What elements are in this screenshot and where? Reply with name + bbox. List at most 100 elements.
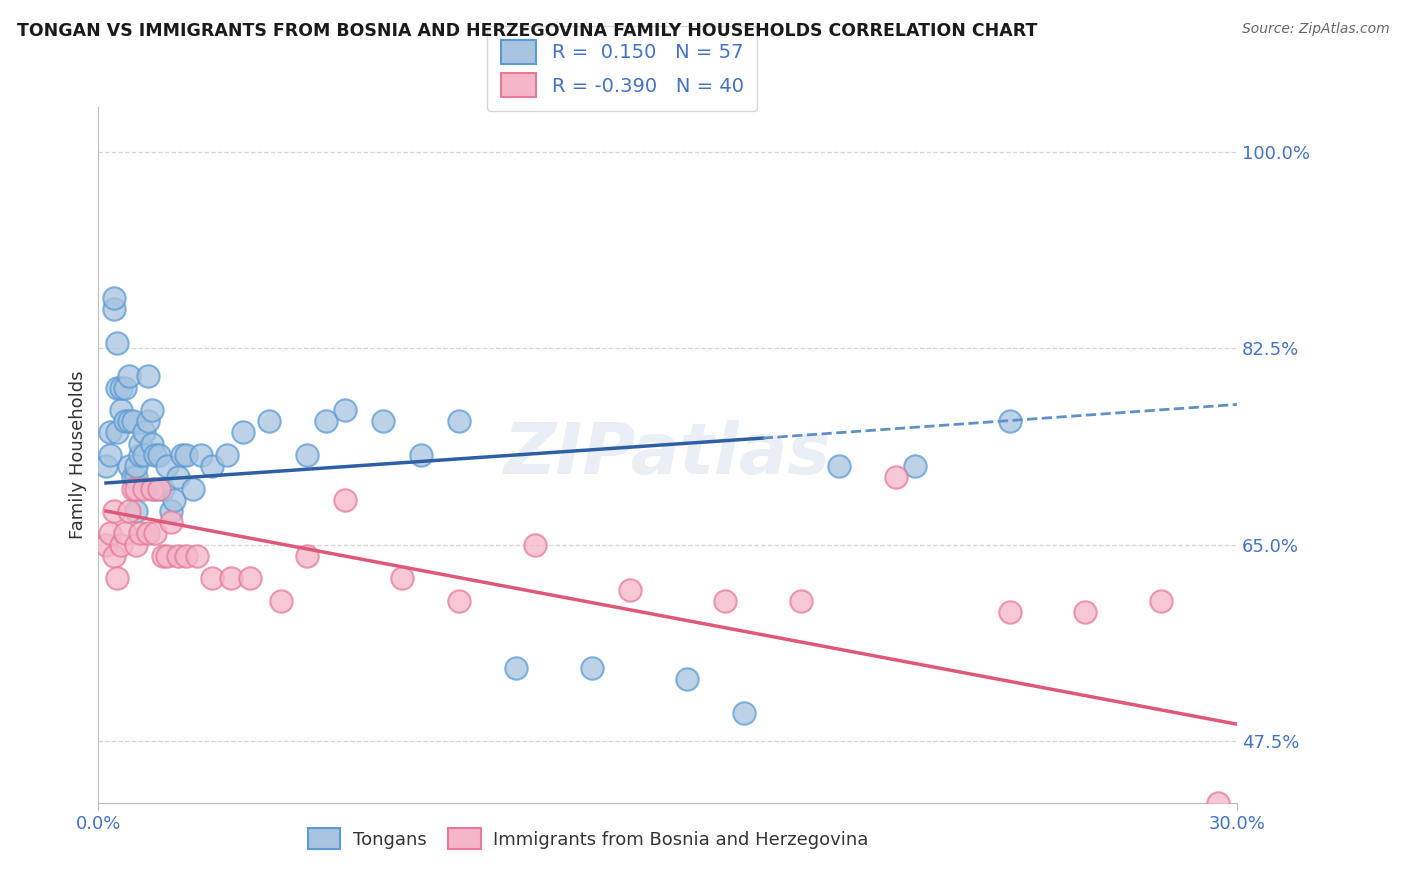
Point	[121, 414, 143, 428]
Point	[141, 436, 163, 450]
Point	[129, 436, 152, 450]
Point	[221, 571, 243, 585]
Point	[411, 448, 433, 462]
Point	[217, 448, 239, 462]
Point	[136, 414, 159, 428]
Point	[371, 414, 394, 428]
Point	[391, 571, 413, 585]
Point	[581, 661, 603, 675]
Point	[449, 414, 471, 428]
Point	[998, 414, 1021, 428]
Point	[828, 459, 851, 474]
Point	[107, 571, 129, 585]
Point	[505, 661, 527, 675]
Point	[201, 571, 224, 585]
Point	[335, 403, 357, 417]
Point	[110, 381, 132, 395]
Point	[103, 549, 125, 563]
Point	[98, 448, 121, 462]
Point	[145, 448, 167, 462]
Point	[167, 470, 190, 484]
Point	[118, 459, 141, 474]
Point	[103, 301, 125, 316]
Point	[239, 571, 262, 585]
Point	[170, 448, 193, 462]
Point	[167, 549, 190, 563]
Point	[790, 594, 813, 608]
Point	[152, 549, 174, 563]
Point	[183, 482, 205, 496]
Point	[94, 538, 117, 552]
Point	[156, 549, 179, 563]
Point	[152, 482, 174, 496]
Point	[449, 594, 471, 608]
Point	[174, 549, 197, 563]
Point	[141, 482, 163, 496]
Point	[270, 594, 292, 608]
Point	[159, 504, 181, 518]
Point	[619, 582, 641, 597]
Point	[676, 673, 699, 687]
Point	[118, 369, 141, 384]
Point	[163, 492, 186, 507]
Text: TONGAN VS IMMIGRANTS FROM BOSNIA AND HERZEGOVINA FAMILY HOUSEHOLDS CORRELATION C: TONGAN VS IMMIGRANTS FROM BOSNIA AND HER…	[17, 22, 1038, 40]
Point	[159, 515, 181, 529]
Point	[114, 414, 136, 428]
Point	[118, 504, 141, 518]
Point	[125, 470, 148, 484]
Point	[190, 448, 212, 462]
Point	[110, 403, 132, 417]
Point	[114, 526, 136, 541]
Point	[121, 482, 143, 496]
Legend: Tongans, Immigrants from Bosnia and Herzegovina: Tongans, Immigrants from Bosnia and Herz…	[301, 822, 876, 856]
Point	[129, 448, 152, 462]
Point	[733, 706, 755, 720]
Point	[148, 482, 170, 496]
Point	[107, 381, 129, 395]
Point	[232, 425, 254, 440]
Point	[156, 459, 179, 474]
Point	[125, 482, 148, 496]
Point	[98, 526, 121, 541]
Point	[148, 448, 170, 462]
Point	[1074, 605, 1097, 619]
Point	[94, 459, 117, 474]
Point	[132, 448, 155, 462]
Point	[141, 403, 163, 417]
Point	[259, 414, 281, 428]
Point	[125, 504, 148, 518]
Point	[103, 504, 125, 518]
Point	[98, 425, 121, 440]
Point	[1208, 796, 1230, 810]
Point	[714, 594, 737, 608]
Point	[107, 335, 129, 350]
Point	[201, 459, 224, 474]
Point	[110, 538, 132, 552]
Point	[132, 425, 155, 440]
Point	[136, 526, 159, 541]
Point	[297, 549, 319, 563]
Point	[315, 414, 337, 428]
Point	[118, 414, 141, 428]
Point	[524, 538, 547, 552]
Point	[121, 470, 143, 484]
Point	[297, 448, 319, 462]
Point	[114, 381, 136, 395]
Point	[129, 526, 152, 541]
Point	[136, 369, 159, 384]
Y-axis label: Family Households: Family Households	[69, 371, 87, 539]
Point	[335, 492, 357, 507]
Point	[125, 538, 148, 552]
Point	[186, 549, 208, 563]
Point	[103, 291, 125, 305]
Point	[998, 605, 1021, 619]
Point	[884, 470, 907, 484]
Point	[132, 482, 155, 496]
Point	[174, 448, 197, 462]
Text: Source: ZipAtlas.com: Source: ZipAtlas.com	[1241, 22, 1389, 37]
Point	[904, 459, 927, 474]
Text: ZIPatlas: ZIPatlas	[505, 420, 831, 490]
Point	[1150, 594, 1173, 608]
Point	[107, 425, 129, 440]
Point	[145, 526, 167, 541]
